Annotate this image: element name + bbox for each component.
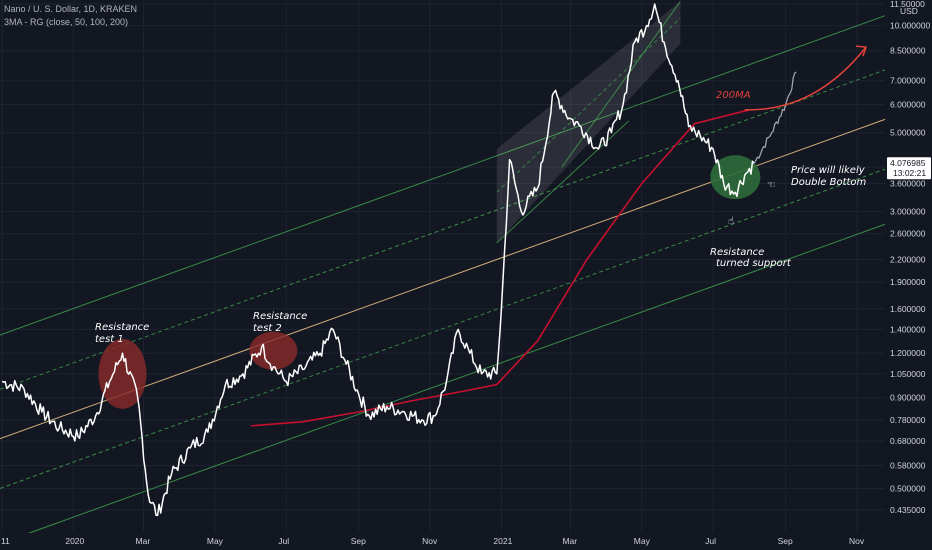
y-tick-label: 1.600000 bbox=[890, 304, 926, 314]
y-tick-label: 3.600000 bbox=[890, 178, 926, 188]
y-tick-label: 0.900000 bbox=[890, 393, 926, 403]
resistance-test-1-sublabel: test 1 bbox=[95, 334, 124, 345]
hand-pointer-icon: ☝ bbox=[728, 216, 734, 227]
grid bbox=[0, 0, 885, 532]
ma-projection-arrow bbox=[744, 46, 867, 111]
projection-line bbox=[753, 71, 797, 164]
resistance-test-2-sublabel: test 2 bbox=[253, 323, 282, 334]
y-tick-label: 11.50000 bbox=[890, 0, 925, 9]
current-price-box bbox=[887, 157, 931, 180]
y-axis-panel bbox=[886, 0, 932, 532]
chart-title: Nano / U. S. Dollar, 1D, KRAKEN bbox=[4, 4, 138, 14]
x-tick-label: May bbox=[207, 536, 224, 546]
y-axis-unit: USD bbox=[900, 6, 918, 16]
hand-pointer-left-icon: ☜ bbox=[767, 180, 776, 191]
ma-projection-arrowhead bbox=[855, 45, 868, 57]
channel-lower-dashed-line bbox=[0, 168, 886, 489]
current-price-value: 4.076985 bbox=[890, 158, 926, 168]
x-tick-label: Jul bbox=[705, 536, 716, 546]
y-tick-label: 1.050000 bbox=[890, 369, 926, 379]
x-tick-label: 11 bbox=[1, 536, 10, 546]
x-tick-label: Sep bbox=[778, 536, 793, 546]
band-mid-line bbox=[496, 17, 681, 193]
x-axis-panel bbox=[0, 533, 932, 550]
x-tick-label: Nov bbox=[422, 536, 438, 546]
x-tick-label: Jul bbox=[278, 536, 289, 546]
double-bottom-sublabel: Double Bottom bbox=[791, 177, 867, 188]
x-tick-label: 2021 bbox=[493, 536, 512, 546]
y-tick-label: 10.000000 bbox=[890, 21, 930, 31]
y-tick-label: 0.680000 bbox=[890, 436, 926, 446]
x-tick-label: Sep bbox=[351, 536, 366, 546]
y-tick-label: 6.000000 bbox=[890, 100, 926, 110]
double-bottom-label: Price will likely bbox=[791, 165, 866, 176]
resistance-test-2-highlight bbox=[249, 331, 298, 370]
y-tick-label: 1.200000 bbox=[890, 348, 926, 358]
support-sublabel: turned support bbox=[716, 258, 792, 269]
price-line bbox=[1, 3, 755, 517]
y-tick-label: 2.200000 bbox=[890, 255, 926, 265]
y-tick-label: 1.900000 bbox=[890, 277, 926, 287]
double-bottom-support-highlight bbox=[710, 155, 761, 200]
x-tick-label: 2020 bbox=[65, 536, 84, 546]
y-tick-label: 2.600000 bbox=[890, 229, 926, 239]
ma200-label: 200MA bbox=[716, 90, 751, 101]
x-tick-label: Mar bbox=[136, 536, 151, 546]
ma200-line bbox=[251, 109, 750, 427]
channel-upper-line bbox=[0, 15, 886, 336]
y-tick-label: 3.000000 bbox=[890, 207, 926, 217]
x-tick-label: Nov bbox=[849, 536, 865, 546]
channel-upper-dashed-line bbox=[0, 69, 886, 390]
resistance-test-1-highlight bbox=[98, 338, 147, 409]
y-tick-label: 0.500000 bbox=[890, 483, 926, 493]
current-price-time: 13:02:21 bbox=[893, 168, 926, 178]
x-tick-label: May bbox=[634, 536, 651, 546]
y-tick-label: 0.580000 bbox=[890, 461, 926, 471]
y-tick-label: 0.780000 bbox=[890, 415, 926, 425]
y-tick-label: 8.500000 bbox=[890, 46, 926, 56]
resistance-test-1-label: Resistance bbox=[95, 322, 149, 333]
x-tick-label: Mar bbox=[562, 536, 577, 546]
series-layer bbox=[1, 3, 868, 517]
y-tick-label: 1.400000 bbox=[890, 324, 926, 334]
y-tick-label: 0.435000 bbox=[890, 505, 926, 515]
y-tick-label: 7.000000 bbox=[890, 76, 926, 86]
y-axis: 11.50000 10.000000 8.500000 7.000000 6.00000… bbox=[886, 0, 932, 532]
band-upper-line bbox=[561, 1, 681, 168]
indicator-legend: 3MA - RG (close, 50, 100, 200) bbox=[4, 17, 129, 27]
x-axis: 11 2020 Mar May Jul Sep Nov 2021 Mar May Jul Sep Nov bbox=[0, 533, 932, 550]
resistance-test-2-label: Resistance bbox=[253, 311, 307, 322]
y-tick-label: 5.000000 bbox=[890, 128, 926, 138]
support-label: Resistance bbox=[710, 247, 764, 258]
